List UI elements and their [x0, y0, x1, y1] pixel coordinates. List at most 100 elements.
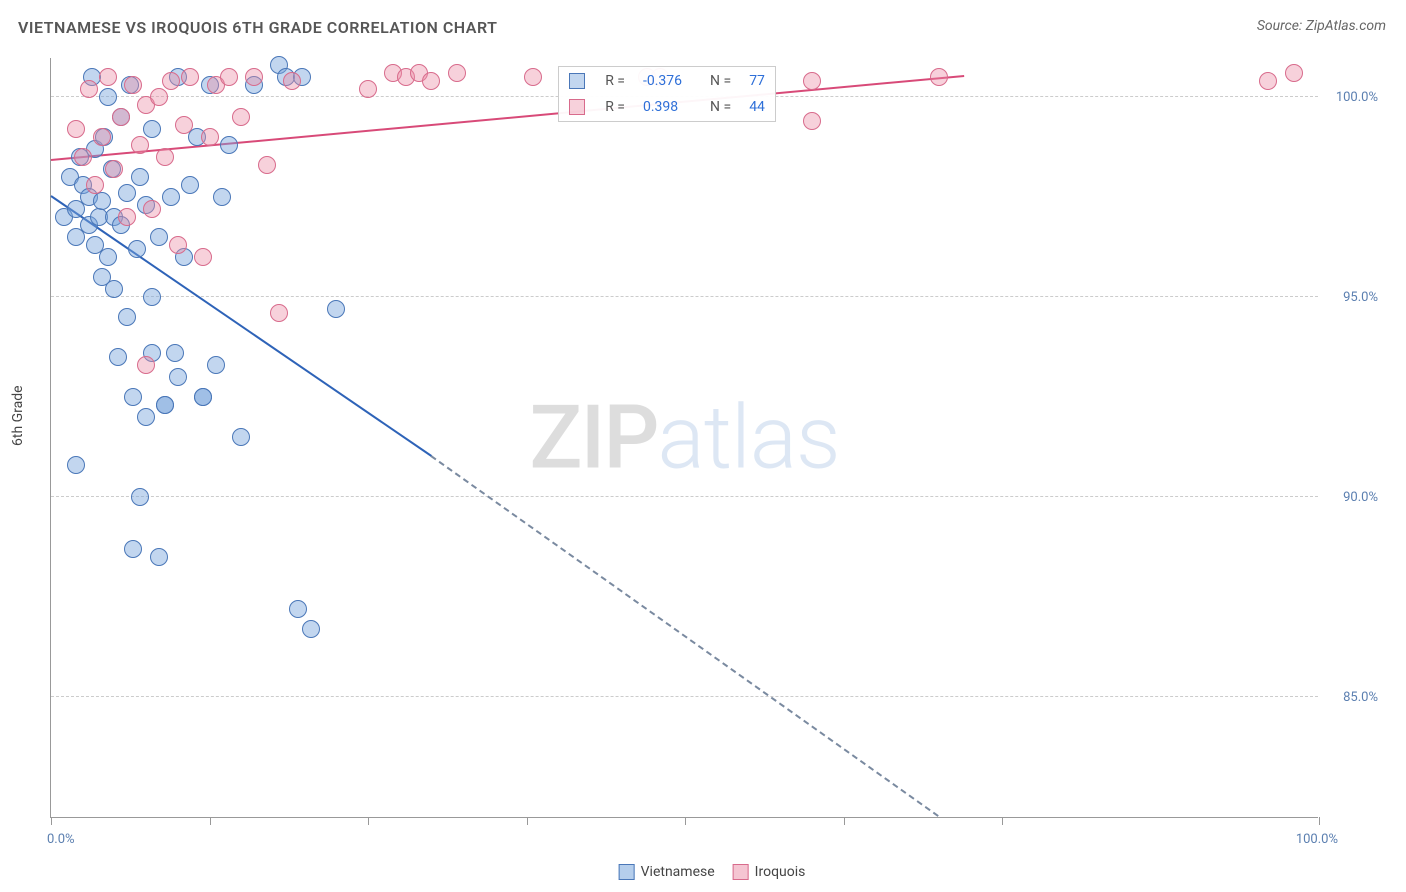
y-tick-label: 95.0%: [1343, 290, 1378, 305]
x-tick: [527, 817, 528, 825]
scatter-point: [277, 68, 295, 86]
scatter-point: [194, 388, 212, 406]
stat-n-value: 77: [741, 69, 773, 93]
gridline: [51, 296, 1318, 297]
scatter-point: [194, 388, 212, 406]
scatter-point: [80, 188, 98, 206]
scatter-point: [181, 68, 199, 86]
scatter-point: [245, 76, 263, 94]
stats-row: R =-0.376N =77: [561, 69, 773, 93]
scatter-point: [156, 396, 174, 414]
x-tick: [51, 817, 52, 825]
scatter-point: [143, 200, 161, 218]
scatter-point: [270, 56, 288, 74]
scatter-point: [289, 600, 307, 618]
scatter-point: [232, 108, 250, 126]
scatter-point: [302, 620, 320, 638]
plot-area: ZIPatlas 85.0%90.0%95.0%100.0%0.0%100.0%…: [50, 58, 1318, 818]
scatter-point: [86, 176, 104, 194]
scatter-point: [150, 88, 168, 106]
stat-r-label: R =: [597, 95, 633, 119]
scatter-point: [112, 108, 130, 126]
stat-n-label: N =: [692, 95, 739, 119]
scatter-point: [86, 236, 104, 254]
scatter-point: [232, 428, 250, 446]
y-tick-label: 100.0%: [1336, 90, 1378, 105]
scatter-point: [131, 488, 149, 506]
scatter-point: [137, 196, 155, 214]
stat-r-value: 0.398: [635, 95, 690, 119]
x-tick-label: 0.0%: [47, 832, 75, 847]
legend-swatch-icon: [569, 73, 585, 89]
scatter-point: [162, 188, 180, 206]
scatter-point: [194, 248, 212, 266]
scatter-point: [112, 108, 130, 126]
watermark-part2: atlas: [658, 386, 840, 489]
watermark-text: ZIPatlas: [529, 386, 839, 489]
scatter-point: [137, 356, 155, 374]
scatter-point: [99, 88, 117, 106]
scatter-point: [524, 68, 542, 86]
scatter-point: [175, 116, 193, 134]
chart-title: VIETNAMESE VS IROQUOIS 6TH GRADE CORRELA…: [18, 18, 497, 37]
x-tick: [1002, 817, 1003, 825]
scatter-point: [93, 128, 111, 146]
trend-line-dashed: [431, 455, 939, 817]
x-tick: [1319, 817, 1320, 825]
y-axis-title: 6th Grade: [10, 385, 26, 446]
scatter-point: [220, 68, 238, 86]
scatter-point: [143, 288, 161, 306]
scatter-point: [207, 76, 225, 94]
scatter-point: [245, 68, 263, 86]
scatter-point: [169, 68, 187, 86]
scatter-point: [67, 456, 85, 474]
scatter-point: [422, 72, 440, 90]
gridline: [51, 696, 1318, 697]
trend-line: [50, 195, 432, 457]
legend-swatch-icon: [733, 864, 749, 880]
stat-n-value: 44: [741, 95, 773, 119]
scatter-point: [270, 304, 288, 322]
trend-line: [51, 75, 964, 161]
scatter-point: [121, 76, 139, 94]
scatter-point: [61, 168, 79, 186]
scatter-point: [448, 64, 466, 82]
scatter-point: [99, 68, 117, 86]
scatter-point: [137, 408, 155, 426]
watermark-part1: ZIP: [529, 386, 657, 489]
scatter-point: [67, 228, 85, 246]
scatter-point: [83, 68, 101, 86]
scatter-point: [175, 248, 193, 266]
scatter-point: [74, 176, 92, 194]
scatter-point: [95, 128, 113, 146]
scatter-point: [410, 64, 428, 82]
scatter-point: [93, 192, 111, 210]
scatter-point: [283, 72, 301, 90]
scatter-point: [181, 176, 199, 194]
scatter-point: [67, 120, 85, 138]
scatter-point: [118, 308, 136, 326]
scatter-point: [105, 208, 123, 226]
x-tick: [844, 817, 845, 825]
scatter-point: [188, 128, 206, 146]
scatter-point: [124, 76, 142, 94]
scatter-point: [803, 112, 821, 130]
scatter-point: [112, 216, 130, 234]
source-credit: Source: ZipAtlas.com: [1257, 18, 1386, 34]
scatter-point: [169, 368, 187, 386]
series-legend: VietnameseIroquois: [601, 864, 806, 880]
gridline: [51, 496, 1318, 497]
scatter-point: [803, 72, 821, 90]
y-tick-label: 90.0%: [1343, 490, 1378, 505]
scatter-point: [99, 248, 117, 266]
scatter-point: [124, 540, 142, 558]
scatter-point: [327, 300, 345, 318]
scatter-point: [150, 548, 168, 566]
scatter-point: [1259, 72, 1277, 90]
legend-label: Iroquois: [755, 864, 806, 880]
stat-r-label: R =: [597, 69, 633, 93]
scatter-point: [93, 268, 111, 286]
scatter-point: [166, 344, 184, 362]
scatter-point: [150, 228, 168, 246]
scatter-point: [169, 236, 187, 254]
